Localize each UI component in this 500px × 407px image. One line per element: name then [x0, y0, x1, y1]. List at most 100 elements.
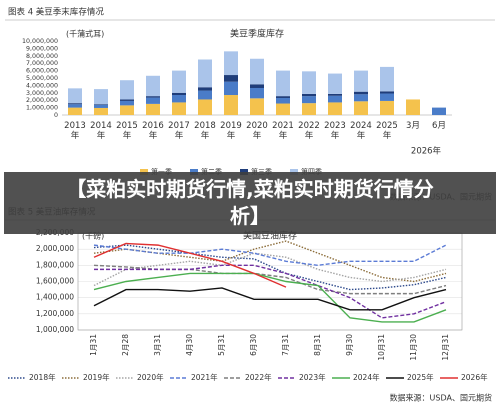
bar-segment [276, 70, 290, 97]
y-tick-label: 1,400,000 [36, 293, 74, 302]
headline-banner: 【菜粕实时期货行情,菜粕实时期货行情分析】 [4, 172, 496, 234]
bar-segment [302, 96, 316, 104]
bar-segment [276, 103, 290, 115]
bar-segment [172, 70, 186, 93]
x-tick-label: 2021年 [272, 121, 294, 141]
bar-segment [250, 84, 264, 88]
bar-segment [172, 92, 186, 96]
y-tick-label: 1,200,000 [36, 309, 74, 318]
bar-segment [94, 89, 108, 105]
bar-segment [328, 95, 342, 103]
x-tick-label: 9月30 [345, 334, 354, 356]
y-tick-label: 9,000,000 [26, 45, 58, 52]
bar-segment [198, 59, 212, 88]
y-tick-label: 0 [54, 112, 58, 119]
x-tick-label: 3月31 [153, 334, 162, 356]
y-tick-label: 1,800,000 [36, 260, 74, 269]
x-tick-label: 3月 [406, 121, 420, 131]
bar-segment [328, 102, 342, 115]
bar-segment [120, 100, 134, 106]
x-tick-label: 2019年 [220, 121, 242, 141]
bar-segment [276, 96, 290, 98]
legend-label: 2025年 [407, 372, 434, 382]
x-tick-label: 8月31 [313, 334, 322, 356]
bar-segment [146, 96, 160, 98]
legend-label: 第一季 [151, 167, 172, 176]
series-line [93, 242, 287, 288]
y-tick-label: 2,000,000 [36, 244, 74, 253]
bar-segment [120, 99, 134, 101]
x-group-label: 2026年 [411, 146, 442, 157]
bar-segment [432, 107, 446, 115]
x-tick-label: 5月31 [217, 334, 226, 356]
legend-label: 2022年 [245, 372, 272, 382]
bar-segment [328, 73, 342, 94]
bar-segment [224, 95, 238, 115]
figure-caption: 图表 4 美豆季末库存情况 [8, 7, 104, 18]
bar-segment [380, 91, 394, 94]
bar-segment [302, 93, 316, 97]
x-tick-label: 2015年 [116, 121, 138, 141]
x-tick-label: 2024年 [350, 121, 372, 141]
bar-segment [146, 75, 160, 97]
axis-unit: (千磅) [82, 231, 104, 241]
legend-label: 2023年 [299, 372, 326, 382]
y-tick-label: 5,000,000 [26, 75, 58, 82]
series-line [93, 244, 447, 267]
series-line [94, 264, 447, 319]
bar-segment [380, 93, 394, 101]
x-tick-label: 2022年 [298, 121, 320, 141]
bar-segment [94, 105, 108, 108]
x-tick-label: 6月 [432, 121, 446, 131]
bar-segment [94, 104, 108, 106]
bar-segment [68, 88, 82, 104]
x-tick-label: 6月30 [249, 334, 258, 356]
source-note: 数据来源：USDA、国元期货 [390, 393, 492, 403]
series-line [93, 240, 447, 283]
y-tick-label: 1,600,000 [36, 277, 74, 286]
legend-label: 2020年 [137, 372, 164, 382]
bar-segment [198, 87, 212, 91]
bar-segment [120, 105, 134, 115]
bar-segment [354, 94, 368, 102]
bar-segment [198, 90, 212, 100]
bar-segment [68, 107, 82, 115]
y-tick-label: 3,000,000 [26, 90, 58, 97]
y-tick-label: 7,000,000 [26, 60, 58, 67]
bar-segment [94, 107, 108, 115]
bar-segment [250, 98, 264, 115]
bar-segment [146, 97, 160, 104]
bar-segment [354, 101, 368, 115]
bar-segment [354, 70, 368, 92]
x-tick-label: 2023年 [324, 121, 346, 141]
y-tick-label: 1,000,000 [36, 325, 74, 334]
x-tick-label: 11月30 [409, 334, 418, 361]
bar-segment [250, 87, 264, 99]
x-tick-label: 2017年 [168, 121, 190, 141]
axis-unit: (千蒲式耳) [66, 29, 104, 39]
x-tick-label: 12月31 [441, 334, 450, 361]
x-tick-label: 4月30 [185, 334, 194, 356]
legend-label: 2018年 [29, 372, 56, 382]
x-tick-label: 2月28 [121, 334, 130, 356]
headline: 【菜粕实时期货行情,菜粕实时期货行情分析】 [66, 177, 434, 228]
bar-segment [120, 80, 134, 100]
bar-segment [68, 104, 82, 108]
bar-segment [68, 103, 82, 105]
legend-label: 第三季 [251, 167, 272, 176]
y-tick-label: 2,000,000 [26, 97, 58, 104]
bar-segment [172, 95, 186, 103]
bar-segment [224, 51, 238, 76]
bar-segment [146, 103, 160, 115]
legend-label: 第二季 [201, 167, 222, 176]
bar-segment [198, 99, 212, 115]
legend-label: 2021年 [191, 372, 218, 382]
bar-segment [250, 58, 264, 85]
series-line [93, 287, 447, 311]
bar-segment [354, 91, 368, 95]
chart-title: 美豆季度库存 [230, 28, 284, 40]
x-tick-label: 2025年 [376, 121, 398, 141]
x-tick-label: 1月31 [89, 334, 98, 356]
y-tick-label: 8,000,000 [26, 53, 58, 60]
